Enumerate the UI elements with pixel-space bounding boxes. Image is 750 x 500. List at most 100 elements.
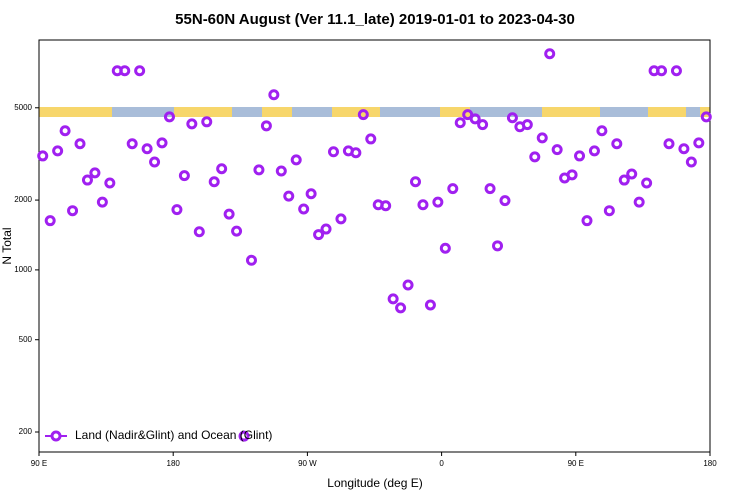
data-point	[275, 165, 287, 177]
data-point	[395, 302, 407, 314]
data-point	[350, 147, 362, 159]
data-point	[596, 125, 608, 137]
data-point	[656, 65, 668, 77]
data-point	[633, 196, 645, 208]
data-point	[327, 146, 339, 158]
data-point	[223, 208, 235, 220]
data-point	[700, 111, 712, 123]
data-point	[156, 137, 168, 149]
legend-label: Land (Nadir&Glint) and Ocean (Glint)	[75, 428, 272, 442]
data-point	[551, 144, 563, 156]
data-point	[670, 65, 682, 77]
data-point	[89, 167, 101, 179]
data-point	[96, 196, 108, 208]
data-point	[149, 156, 161, 168]
data-point	[201, 116, 213, 128]
data-point	[439, 242, 451, 254]
x-tick-label: 0	[439, 459, 444, 468]
data-point	[529, 151, 541, 163]
data-point	[454, 117, 466, 129]
data-point	[141, 143, 153, 155]
data-point	[178, 170, 190, 182]
data-point	[104, 177, 116, 189]
data-point	[245, 254, 257, 266]
data-point	[193, 226, 205, 238]
data-point	[410, 176, 422, 188]
data-point	[59, 125, 71, 137]
y-tick-label: 2000	[14, 195, 32, 204]
data-point	[499, 195, 511, 207]
data-point	[447, 183, 459, 195]
data-point	[283, 190, 295, 202]
data-point	[298, 203, 310, 215]
data-point	[581, 215, 593, 227]
data-point	[67, 205, 79, 217]
data-point	[693, 137, 705, 149]
x-tick-label: 90 W	[298, 459, 317, 468]
data-point	[611, 138, 623, 150]
data-point	[417, 199, 429, 211]
data-point	[626, 168, 638, 180]
data-point	[506, 112, 518, 124]
data-point	[521, 119, 533, 131]
data-point	[603, 205, 615, 217]
x-tick-label: 90 E	[31, 459, 47, 468]
data-point	[387, 293, 399, 305]
data-point	[305, 188, 317, 200]
data-point	[588, 145, 600, 157]
data-point	[163, 111, 175, 123]
data-point	[424, 299, 436, 311]
data-point	[171, 204, 183, 216]
data-point	[268, 89, 280, 101]
x-tick-label: 180	[703, 459, 717, 468]
legend-marker	[50, 430, 62, 442]
data-point	[216, 163, 228, 175]
y-tick-label: 5000	[14, 103, 32, 112]
data-point	[37, 150, 49, 162]
data-point	[44, 215, 56, 227]
data-point	[81, 174, 93, 186]
data-point	[469, 113, 481, 125]
data-point	[313, 229, 325, 241]
data-point	[641, 177, 653, 189]
data-point	[477, 119, 489, 131]
x-tick-label: 180	[167, 459, 181, 468]
y-axis-label: N Total	[0, 227, 14, 264]
data-point	[186, 118, 198, 130]
data-point	[365, 133, 377, 145]
data-point	[335, 213, 347, 225]
data-point	[52, 145, 64, 157]
data-point	[126, 138, 138, 150]
data-point	[74, 138, 86, 150]
data-point	[208, 176, 220, 188]
y-tick-label: 500	[19, 335, 33, 344]
data-point	[484, 183, 496, 195]
data-point	[618, 174, 630, 186]
data-point	[432, 196, 444, 208]
data-point	[357, 109, 369, 121]
data-point	[134, 65, 146, 77]
data-point	[678, 143, 690, 155]
plot-frame	[38, 39, 711, 453]
data-point	[231, 225, 243, 237]
data-point	[380, 200, 392, 212]
chart-title: 55N-60N August (Ver 11.1_late) 2019-01-0…	[175, 11, 575, 28]
data-point	[238, 430, 250, 442]
data-point	[260, 120, 272, 132]
data-point	[536, 132, 548, 144]
land-ocean-strip	[39, 107, 710, 117]
y-tick-label: 1000	[14, 265, 32, 274]
data-point	[492, 240, 504, 252]
x-axis-label: Longitude (deg E)	[327, 476, 422, 490]
data-point	[402, 279, 414, 291]
data-point	[685, 156, 697, 168]
data-point	[290, 154, 302, 166]
data-point	[574, 150, 586, 162]
data-point	[544, 48, 556, 60]
data-point	[566, 169, 578, 181]
data-point	[253, 164, 265, 176]
y-tick-label: 200	[19, 427, 33, 436]
data-point	[663, 138, 675, 150]
